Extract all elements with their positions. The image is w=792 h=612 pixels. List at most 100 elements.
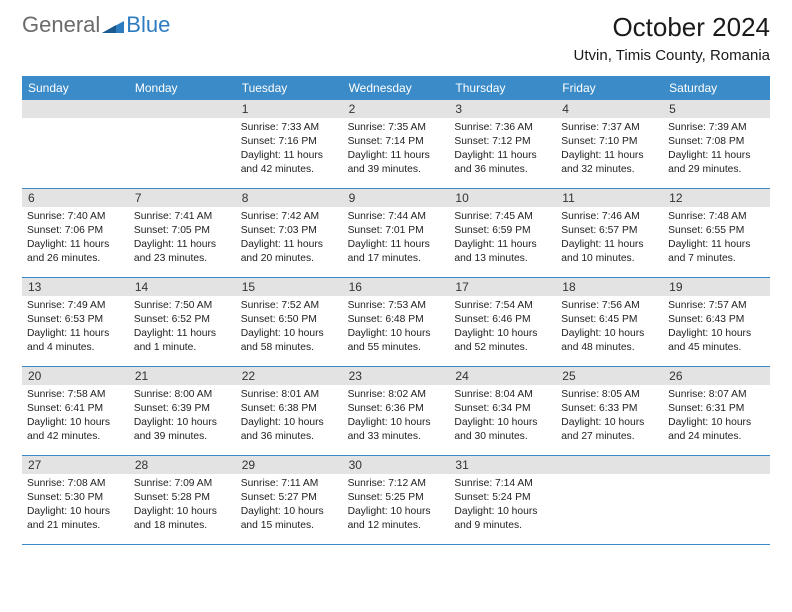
sunset-text: Sunset: 7:16 PM [241,135,338,149]
week-row: 6Sunrise: 7:40 AMSunset: 7:06 PMDaylight… [22,189,770,278]
day-number: 17 [449,278,556,296]
sunset-text: Sunset: 6:55 PM [668,224,765,238]
day-body: Sunrise: 7:50 AMSunset: 6:52 PMDaylight:… [129,296,236,358]
sunrise-text: Sunrise: 7:57 AM [668,299,765,313]
day-cell: 7Sunrise: 7:41 AMSunset: 7:05 PMDaylight… [129,189,236,277]
sunset-text: Sunset: 6:57 PM [561,224,658,238]
day-header: Sunday [22,76,129,100]
day-cell: 3Sunrise: 7:36 AMSunset: 7:12 PMDaylight… [449,100,556,188]
day-body: Sunrise: 7:46 AMSunset: 6:57 PMDaylight:… [556,207,663,269]
empty-day-number [663,456,770,474]
calendar: SundayMondayTuesdayWednesdayThursdayFrid… [22,76,770,545]
daylight-text: Daylight: 10 hours and 24 minutes. [668,416,765,444]
day-number: 30 [343,456,450,474]
empty-day-number [129,100,236,118]
sunset-text: Sunset: 7:14 PM [348,135,445,149]
day-number: 18 [556,278,663,296]
daylight-text: Daylight: 10 hours and 27 minutes. [561,416,658,444]
day-cell: 1Sunrise: 7:33 AMSunset: 7:16 PMDaylight… [236,100,343,188]
sunrise-text: Sunrise: 7:35 AM [348,121,445,135]
day-body: Sunrise: 7:36 AMSunset: 7:12 PMDaylight:… [449,118,556,180]
day-body: Sunrise: 8:05 AMSunset: 6:33 PMDaylight:… [556,385,663,447]
day-number: 14 [129,278,236,296]
day-cell: 27Sunrise: 7:08 AMSunset: 5:30 PMDayligh… [22,456,129,544]
day-body: Sunrise: 7:09 AMSunset: 5:28 PMDaylight:… [129,474,236,536]
day-cell: 26Sunrise: 8:07 AMSunset: 6:31 PMDayligh… [663,367,770,455]
daylight-text: Daylight: 11 hours and 4 minutes. [27,327,124,355]
sunset-text: Sunset: 6:43 PM [668,313,765,327]
daylight-text: Daylight: 11 hours and 20 minutes. [241,238,338,266]
sunrise-text: Sunrise: 8:07 AM [668,388,765,402]
day-body: Sunrise: 7:56 AMSunset: 6:45 PMDaylight:… [556,296,663,358]
sunrise-text: Sunrise: 7:08 AM [27,477,124,491]
day-number: 22 [236,367,343,385]
sunrise-text: Sunrise: 7:09 AM [134,477,231,491]
daylight-text: Daylight: 11 hours and 7 minutes. [668,238,765,266]
day-cell [556,456,663,544]
daylight-text: Daylight: 10 hours and 9 minutes. [454,505,551,533]
day-body: Sunrise: 7:54 AMSunset: 6:46 PMDaylight:… [449,296,556,358]
day-cell: 29Sunrise: 7:11 AMSunset: 5:27 PMDayligh… [236,456,343,544]
day-number: 10 [449,189,556,207]
day-cell: 15Sunrise: 7:52 AMSunset: 6:50 PMDayligh… [236,278,343,366]
sunrise-text: Sunrise: 7:41 AM [134,210,231,224]
day-header: Saturday [663,76,770,100]
sunset-text: Sunset: 6:46 PM [454,313,551,327]
day-header: Friday [556,76,663,100]
daylight-text: Daylight: 10 hours and 21 minutes. [27,505,124,533]
day-body: Sunrise: 7:33 AMSunset: 7:16 PMDaylight:… [236,118,343,180]
arrow-icon [102,17,124,33]
week-row: 1Sunrise: 7:33 AMSunset: 7:16 PMDaylight… [22,100,770,189]
sunrise-text: Sunrise: 7:42 AM [241,210,338,224]
day-cell [129,100,236,188]
sunset-text: Sunset: 6:45 PM [561,313,658,327]
day-body: Sunrise: 7:53 AMSunset: 6:48 PMDaylight:… [343,296,450,358]
sunset-text: Sunset: 6:36 PM [348,402,445,416]
day-body: Sunrise: 7:40 AMSunset: 7:06 PMDaylight:… [22,207,129,269]
sunset-text: Sunset: 7:03 PM [241,224,338,238]
day-number: 20 [22,367,129,385]
day-cell: 2Sunrise: 7:35 AMSunset: 7:14 PMDaylight… [343,100,450,188]
day-body: Sunrise: 7:39 AMSunset: 7:08 PMDaylight:… [663,118,770,180]
daylight-text: Daylight: 10 hours and 30 minutes. [454,416,551,444]
sunrise-text: Sunrise: 7:14 AM [454,477,551,491]
day-number: 6 [22,189,129,207]
day-cell: 10Sunrise: 7:45 AMSunset: 6:59 PMDayligh… [449,189,556,277]
sunset-text: Sunset: 6:34 PM [454,402,551,416]
daylight-text: Daylight: 11 hours and 29 minutes. [668,149,765,177]
day-cell: 28Sunrise: 7:09 AMSunset: 5:28 PMDayligh… [129,456,236,544]
sunrise-text: Sunrise: 7:49 AM [27,299,124,313]
day-cell: 31Sunrise: 7:14 AMSunset: 5:24 PMDayligh… [449,456,556,544]
empty-day-number [556,456,663,474]
sunset-text: Sunset: 6:50 PM [241,313,338,327]
day-number: 15 [236,278,343,296]
day-number: 9 [343,189,450,207]
day-cell: 23Sunrise: 8:02 AMSunset: 6:36 PMDayligh… [343,367,450,455]
day-number: 29 [236,456,343,474]
day-number: 4 [556,100,663,118]
weeks: 1Sunrise: 7:33 AMSunset: 7:16 PMDaylight… [22,100,770,545]
sunset-text: Sunset: 7:08 PM [668,135,765,149]
day-number: 31 [449,456,556,474]
sunrise-text: Sunrise: 7:56 AM [561,299,658,313]
day-body: Sunrise: 7:35 AMSunset: 7:14 PMDaylight:… [343,118,450,180]
day-cell: 4Sunrise: 7:37 AMSunset: 7:10 PMDaylight… [556,100,663,188]
sunrise-text: Sunrise: 7:12 AM [348,477,445,491]
sunrise-text: Sunrise: 7:53 AM [348,299,445,313]
sunset-text: Sunset: 5:27 PM [241,491,338,505]
day-header: Monday [129,76,236,100]
day-body: Sunrise: 7:12 AMSunset: 5:25 PMDaylight:… [343,474,450,536]
daylight-text: Daylight: 11 hours and 17 minutes. [348,238,445,266]
sunrise-text: Sunrise: 7:45 AM [454,210,551,224]
day-header: Wednesday [343,76,450,100]
sunset-text: Sunset: 7:10 PM [561,135,658,149]
daylight-text: Daylight: 10 hours and 48 minutes. [561,327,658,355]
sunset-text: Sunset: 6:53 PM [27,313,124,327]
day-body: Sunrise: 8:07 AMSunset: 6:31 PMDaylight:… [663,385,770,447]
day-number: 28 [129,456,236,474]
sunrise-text: Sunrise: 7:58 AM [27,388,124,402]
day-number: 7 [129,189,236,207]
header: General Blue October 2024 Utvin, Timis C… [0,0,792,68]
daylight-text: Daylight: 10 hours and 55 minutes. [348,327,445,355]
daylight-text: Daylight: 11 hours and 13 minutes. [454,238,551,266]
